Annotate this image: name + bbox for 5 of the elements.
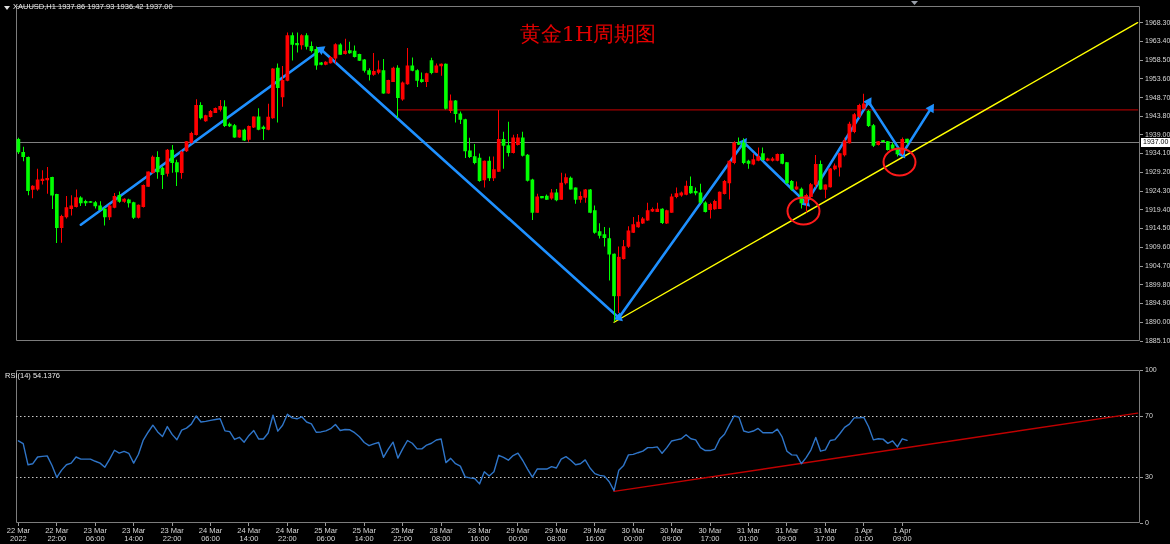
point (613, 312, 623, 322)
point (863, 97, 872, 107)
candlestick (45, 166, 50, 194)
text: 黄金1H周期图 (519, 22, 657, 47)
point (925, 103, 934, 114)
